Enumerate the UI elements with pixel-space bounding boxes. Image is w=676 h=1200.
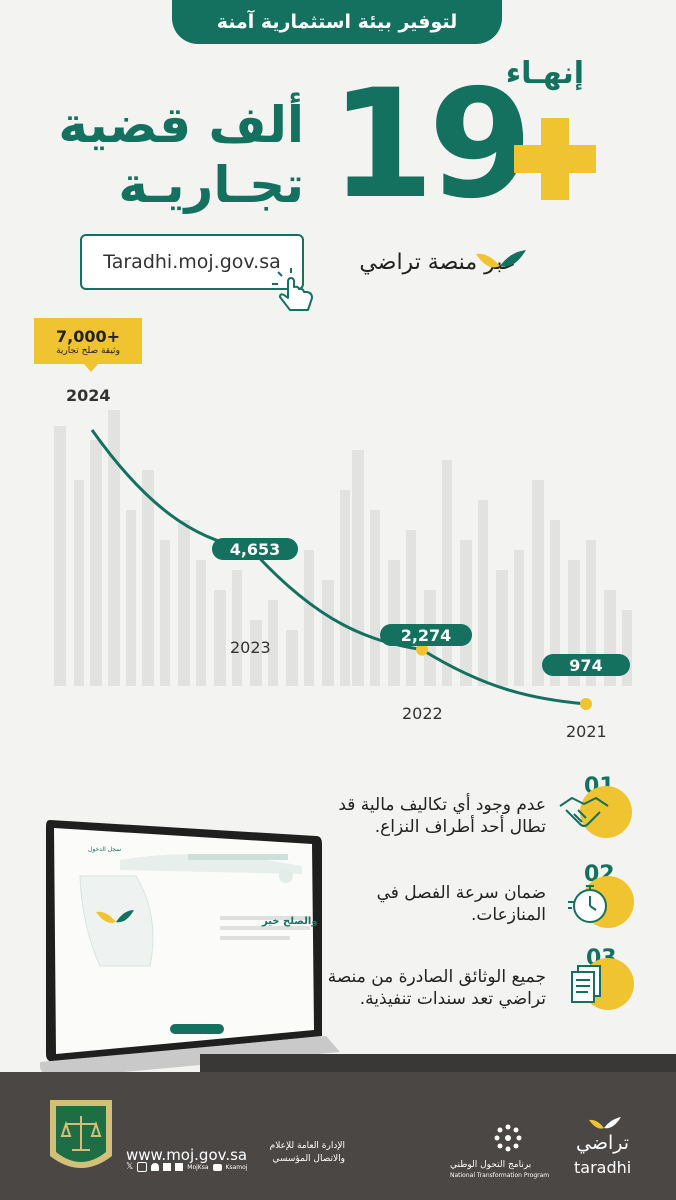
callout-value: 7,000+ — [55, 326, 120, 346]
callout-subtitle: وثيقة صلح تجارية — [56, 345, 120, 356]
data-point-2022 — [416, 643, 428, 656]
stopwatch-icon — [568, 876, 634, 928]
saudi-emblem-icon — [494, 1124, 522, 1152]
platform-url-text: Taradhi.moj.gov.sa — [103, 251, 281, 273]
value-pill-2022: 2,274 — [380, 624, 472, 646]
feature-2-text: ضمان سرعة الفصل في المنازعات. — [376, 883, 546, 925]
platform-url-link[interactable]: Taradhi.moj.gov.sa — [80, 234, 304, 290]
footer-bar — [0, 1080, 676, 1200]
youtube-icon[interactable] — [212, 1163, 222, 1171]
headline-title-line1: ألف قضية — [58, 96, 304, 154]
ntp-arabic-text: برنامج التحول الوطني — [450, 1160, 532, 1170]
handshake-icon — [559, 786, 632, 838]
taradhi-logo-icon — [476, 250, 526, 268]
hand-pointer-icon — [272, 268, 313, 311]
snapchat-icon[interactable] — [151, 1163, 160, 1171]
feature-1-text: عدم وجود أي تكاليف مالية قد تطال أحد أطر… — [338, 795, 546, 837]
year-label-2023: 2023 — [230, 638, 271, 657]
instagram-icon[interactable] — [137, 1162, 148, 1172]
headline-number: 19 — [330, 58, 533, 232]
value-pill-2021: 974 — [542, 654, 630, 676]
facebook-icon[interactable] — [163, 1163, 172, 1171]
chart — [90, 429, 592, 710]
background-bars — [54, 410, 632, 686]
value-pill-2023: 4,653 — [212, 538, 298, 560]
laptop-nav-button: سجل الدخول — [88, 846, 122, 853]
social-handle-1: MojKsa — [187, 1163, 209, 1171]
social-handle-2: Ksamoj — [225, 1163, 248, 1171]
media-department-text: الإدارة العامة للإعلام والاتصال المؤسسي — [269, 1141, 345, 1164]
laptop-mockup — [40, 820, 340, 1078]
laptop-hero-text: والصلح خير — [262, 916, 318, 927]
header-pill: لتوفير بيئة استثمارية آمنة — [172, 0, 502, 44]
year-label-2022: 2022 — [402, 704, 443, 723]
header-pill-text: لتوفير بيئة استثمارية آمنة — [216, 11, 458, 33]
headline-title-line2: تجـاريـة — [118, 156, 304, 214]
taradhi-arabic-text: تراضي — [576, 1132, 630, 1154]
documents-icon — [571, 958, 634, 1010]
moj-emblem-icon — [50, 1100, 112, 1168]
callout-2024: 7,000+ وثيقة صلح تجارية — [34, 318, 142, 364]
linkedin-icon[interactable] — [175, 1163, 184, 1171]
ntp-english-text: National Transformation Program — [450, 1172, 550, 1179]
site-url[interactable]: www.moj.gov.sa — [126, 1146, 248, 1164]
year-label-2021: 2021 — [566, 722, 607, 741]
headline-finish: إنهـاء — [505, 56, 584, 91]
plus-icon — [514, 118, 596, 200]
callout-arrow — [84, 364, 98, 372]
data-point-2021 — [580, 698, 592, 710]
taradhi-footer-logo-icon — [589, 1117, 621, 1129]
x-icon[interactable]: 𝕏 — [126, 1162, 134, 1172]
taradhi-english-text: taradhi — [574, 1158, 632, 1177]
feature-3-text: جميع الوثائق الصادرة من منصة تراضي تعد س… — [327, 967, 546, 1009]
trend-line — [90, 429, 587, 706]
social-icons: 𝕏 MojKsa Ksamoj — [126, 1162, 247, 1172]
year-label-2024: 2024 — [66, 386, 111, 405]
